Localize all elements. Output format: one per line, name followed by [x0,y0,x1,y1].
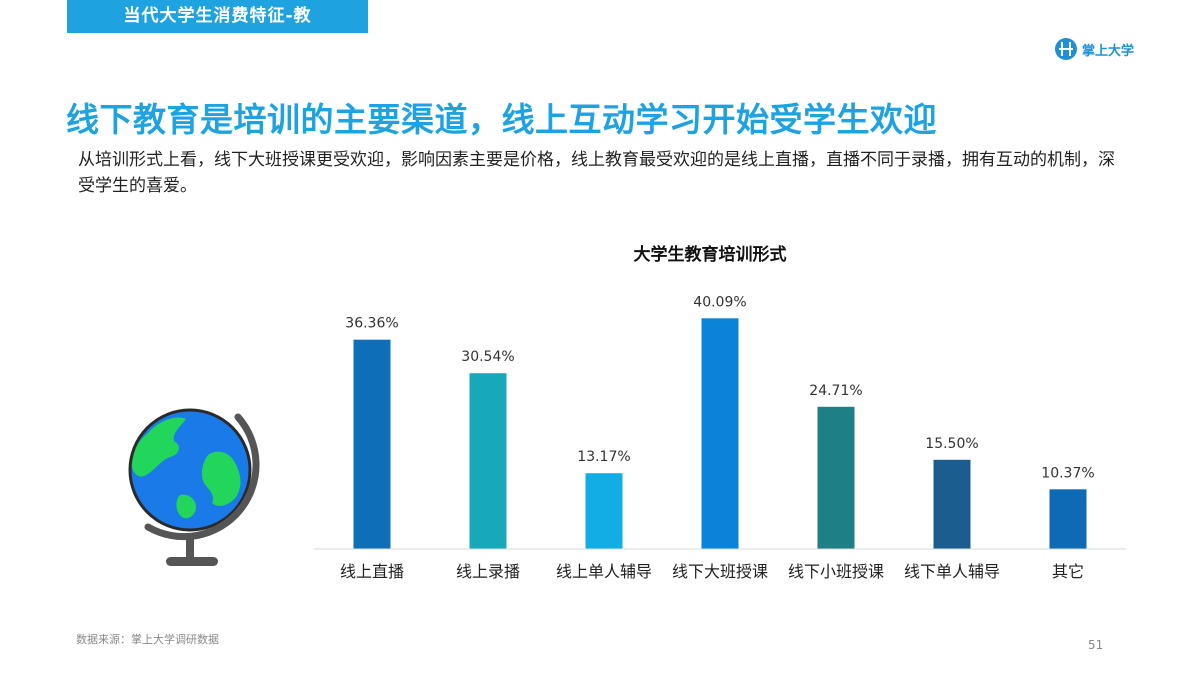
bar [933,459,971,549]
data-source: 数据来源：掌上大学调研数据 [76,633,219,646]
globe-land-north [131,417,186,477]
bar [701,318,739,549]
globe-base [166,557,218,566]
data-label: 24.71% [809,383,862,399]
category-label: 线上录播 [456,562,520,581]
category-label: 线下小班授课 [788,562,884,581]
data-label: 40.09% [693,294,746,310]
bar [585,473,623,549]
brand-logo: 掌上大学 [1055,36,1134,62]
data-label: 36.36% [345,316,398,332]
intro-paragraph: 从培训形式上看，线下大班授课更受欢迎，影响因素主要是价格，线上教育最受欢迎的是线… [78,150,1115,196]
bar [469,373,507,549]
globe-land-east [201,451,241,506]
globe-land-south [176,494,196,519]
section-tab: 当代大学生消费特征-教 [67,0,368,33]
bar [1049,489,1087,549]
globe-meridian-arc [144,413,260,541]
logo-text: 掌上大学 [1082,43,1135,59]
category-label: 线上单人辅导 [556,562,652,581]
page-number: 51 [1088,638,1104,652]
data-label: 30.54% [461,349,514,365]
page-title: 线下教育是培训的主要渠道，线上互动学习开始受学生欢迎 [66,100,937,139]
data-label: 15.50% [925,436,978,452]
category-label: 线下大班授课 [672,562,768,581]
category-label: 线下单人辅导 [904,562,1000,581]
logo-icon [1055,38,1077,60]
globe-stem [186,533,194,559]
bar [353,339,391,549]
category-label: 线上直播 [340,562,404,581]
bar [817,406,855,549]
data-label: 10.37% [1041,465,1094,481]
data-label: 13.17% [577,449,630,465]
category-label: 其它 [1052,562,1084,581]
globe-icon [128,408,260,566]
chart-title: 大学生教育培训形式 [633,245,787,265]
